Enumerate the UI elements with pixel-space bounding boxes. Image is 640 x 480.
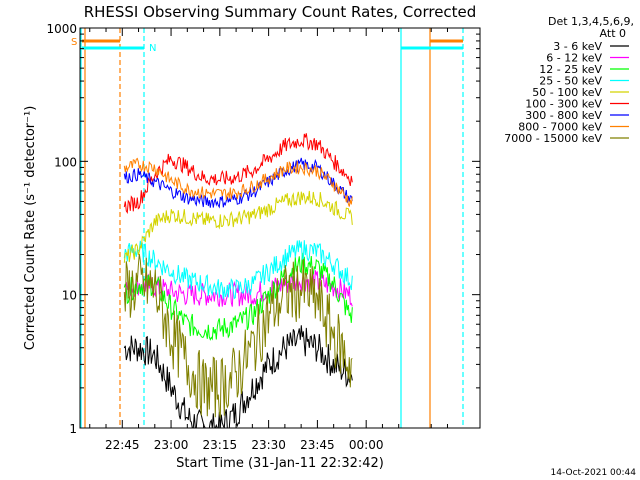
plot-area [80,28,464,428]
legend-label: 25 - 50 keV [539,75,602,88]
legend-label: 300 - 800 keV [525,109,602,122]
legend-label: 50 - 100 keV [532,86,602,99]
series-line-8 [123,253,353,418]
legend-label: 12 - 25 keV [539,63,602,76]
legend-label: 7000 - 15000 keV [504,132,602,145]
legend-label: 100 - 300 keV [525,98,602,111]
y-tick-label: 10 [62,289,77,303]
y-tick-label: 1000 [46,22,77,36]
legend-label: 800 - 7000 keV [518,121,602,134]
annotation-s: S [71,37,77,48]
x-tick-label: 23:00 [154,438,189,452]
series-line-6 [123,157,353,209]
y-tick-label: 100 [54,155,77,169]
y-axis-label: Corrected Count Rate (s⁻¹ detector⁻¹) [23,106,38,351]
legend-label: 3 - 6 keV [553,40,602,53]
y-axis: 1 10 100 1000 [46,22,480,436]
series-line-0 [123,325,353,428]
chart-title: RHESSI Observing Summary Count Rates, Co… [84,3,477,21]
x-axis: 22:45 23:00 23:15 23:30 23:45 00:00 [89,28,481,452]
time-markers [80,28,464,428]
series-line-4 [123,190,353,263]
plot-frame [79,27,481,429]
series-line-3 [123,240,353,300]
x-tick-label: 23:30 [251,438,286,452]
legend-header-line-2: Att 0 [600,27,626,40]
y-tick-label: 1 [69,422,77,436]
x-tick-label: 23:15 [203,438,238,452]
x-tick-label: 22:45 [105,438,140,452]
annotations: SN [71,37,156,54]
series-layer [123,133,353,428]
x-axis-label: Start Time (31-Jan-11 22:32:42) [176,456,384,471]
x-tick-label: 23:45 [300,438,335,452]
x-tick-label: 00:00 [349,438,384,452]
series-line-2 [123,252,353,341]
annotation-n: N [149,43,156,54]
series-line-7 [123,157,353,207]
footer-timestamp: 14-Oct-2021 00:44 [551,468,637,478]
legend-label: 6 - 12 keV [546,52,602,65]
legend-header-line-1: Det 1,3,4,5,6,9, [548,15,634,28]
